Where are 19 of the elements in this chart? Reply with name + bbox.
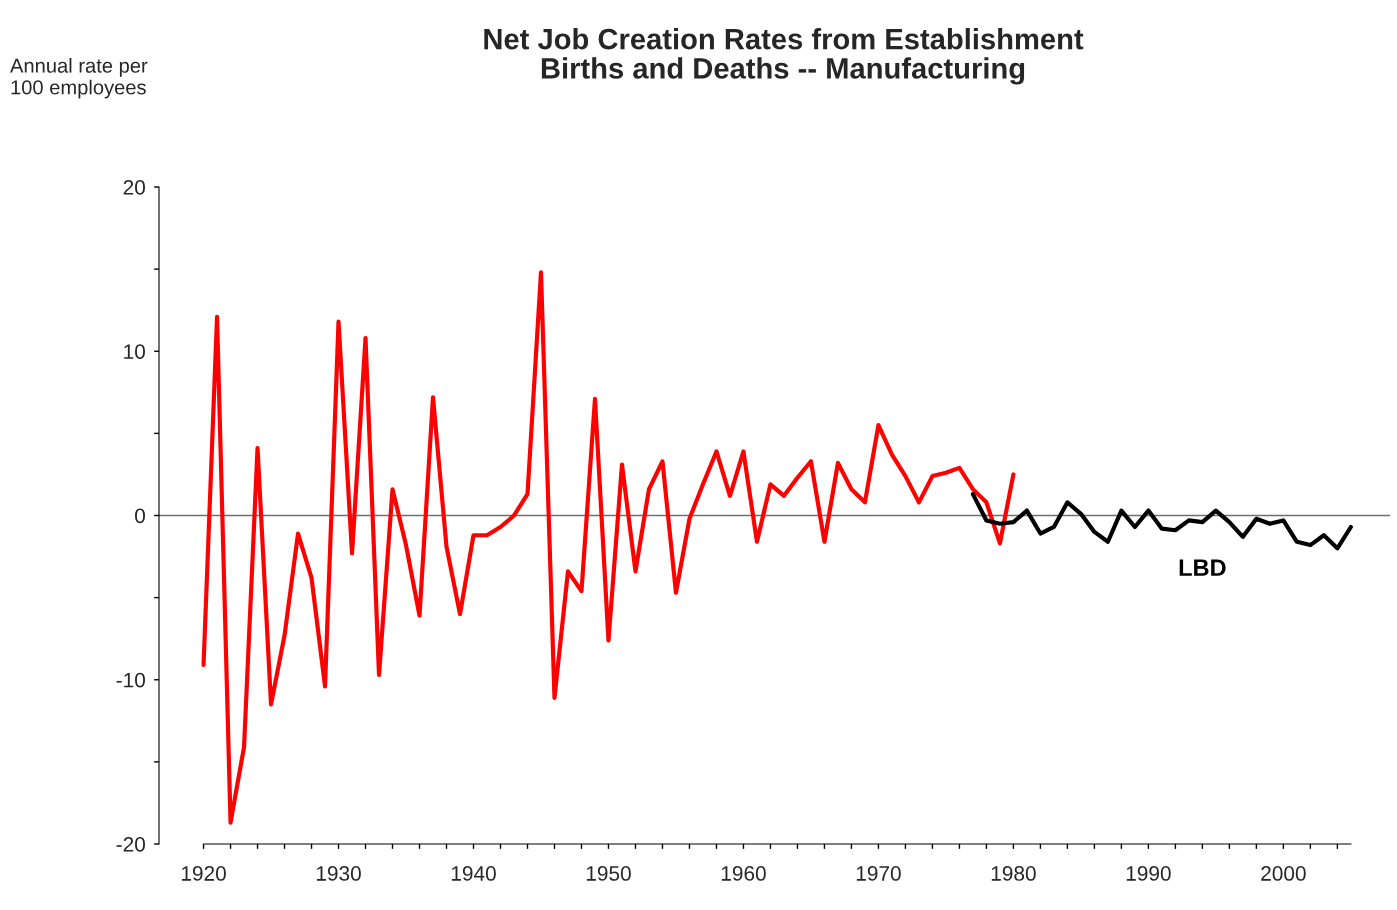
x-tick-label: 1970 (856, 866, 901, 881)
chart-title: Net Job Creation Rates from Establishment Births and Deaths -- Manufacturing (484, 28, 1084, 85)
x-tick-label: 1930 (316, 866, 361, 881)
y-tick-label: -20 (116, 837, 145, 852)
x-tick-label: 1990 (1126, 866, 1171, 881)
x-tick-label: 1980 (991, 866, 1036, 881)
x-tick-label: 1960 (721, 866, 766, 881)
y-axis-title: Annual rate per 100 employees (10, 58, 148, 99)
x-tick-label: 2000 (1261, 866, 1306, 881)
y-tick-label: -10 (116, 672, 145, 688)
x-tick-label: 1950 (586, 866, 631, 881)
line-series (201, 270, 1016, 825)
y-tick-label: 0 (135, 508, 145, 524)
line-series (970, 492, 1353, 551)
series-label: LBD (1179, 559, 1226, 576)
y-tick-label: 20 (123, 180, 145, 195)
y-tick-label: 10 (124, 344, 145, 359)
x-tick-label: 1940 (451, 866, 496, 881)
x-tick-label: 1920 (181, 866, 226, 881)
